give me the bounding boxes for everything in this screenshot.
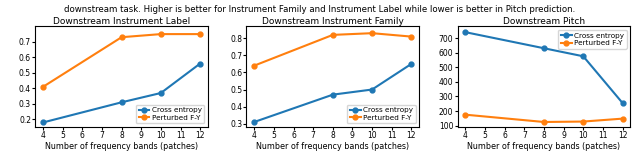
Cross entropy xyxy=(157,92,164,94)
Perturbed F-Y xyxy=(540,121,548,123)
Perturbed F-Y xyxy=(368,32,376,34)
Perturbed F-Y xyxy=(157,33,164,35)
Perturbed F-Y xyxy=(579,121,587,122)
Cross entropy xyxy=(368,89,376,91)
Perturbed F-Y xyxy=(619,118,627,120)
Cross entropy xyxy=(250,121,258,123)
Cross entropy xyxy=(461,31,469,33)
Cross entropy xyxy=(196,63,204,64)
Legend: Cross entropy, Perturbed F-Y: Cross entropy, Perturbed F-Y xyxy=(347,104,415,124)
Perturbed F-Y xyxy=(118,36,125,38)
Perturbed F-Y xyxy=(196,33,204,35)
Perturbed F-Y xyxy=(408,36,415,38)
Line: Perturbed F-Y: Perturbed F-Y xyxy=(463,112,625,124)
Line: Perturbed F-Y: Perturbed F-Y xyxy=(40,32,203,89)
Cross entropy xyxy=(329,94,337,96)
Cross entropy xyxy=(39,122,47,123)
Cross entropy xyxy=(579,55,587,57)
Text: downstream task. Higher is better for Instrument Family and Instrument Label whi: downstream task. Higher is better for In… xyxy=(65,5,575,14)
Title: Downstream Instrument Family: Downstream Instrument Family xyxy=(262,17,404,26)
Legend: Cross entropy, Perturbed F-Y: Cross entropy, Perturbed F-Y xyxy=(558,30,627,49)
Perturbed F-Y xyxy=(329,34,337,36)
Cross entropy xyxy=(408,63,415,65)
Line: Cross entropy: Cross entropy xyxy=(40,61,203,125)
Perturbed F-Y xyxy=(39,86,47,88)
X-axis label: Number of frequency bands (patches): Number of frequency bands (patches) xyxy=(256,142,410,151)
Cross entropy xyxy=(619,102,627,104)
X-axis label: Number of frequency bands (patches): Number of frequency bands (patches) xyxy=(45,142,198,151)
Line: Cross entropy: Cross entropy xyxy=(463,30,625,105)
X-axis label: Number of frequency bands (patches): Number of frequency bands (patches) xyxy=(467,142,621,151)
Line: Cross entropy: Cross entropy xyxy=(252,62,414,124)
Title: Downstream Pitch: Downstream Pitch xyxy=(503,17,585,26)
Cross entropy xyxy=(540,47,548,49)
Perturbed F-Y xyxy=(461,114,469,116)
Legend: Cross entropy, Perturbed F-Y: Cross entropy, Perturbed F-Y xyxy=(136,104,204,124)
Title: Downstream Instrument Label: Downstream Instrument Label xyxy=(53,17,190,26)
Cross entropy xyxy=(118,101,125,103)
Perturbed F-Y xyxy=(250,65,258,66)
Line: Perturbed F-Y: Perturbed F-Y xyxy=(252,31,414,68)
